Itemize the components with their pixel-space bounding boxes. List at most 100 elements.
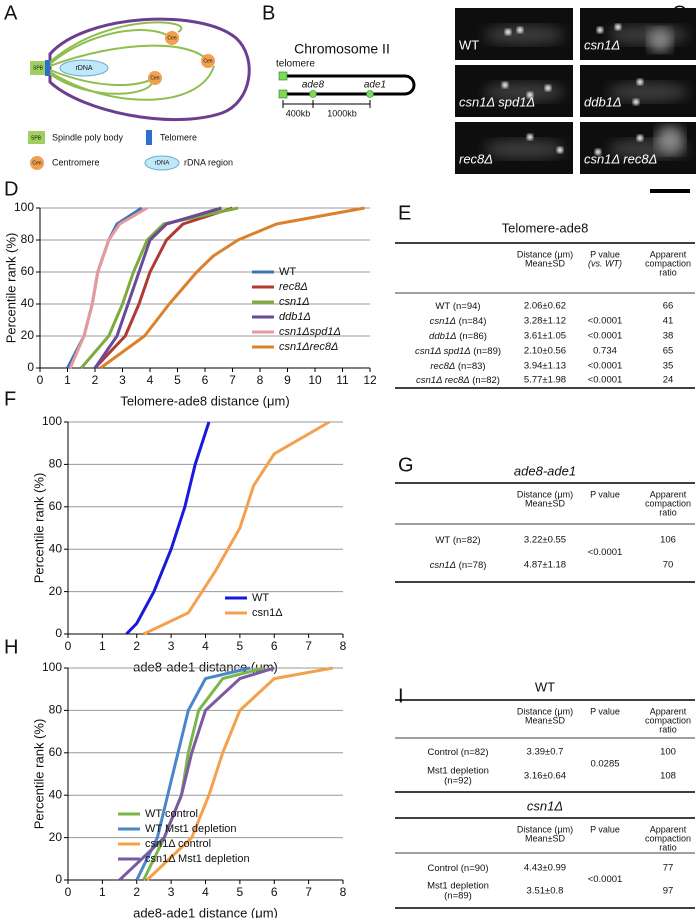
cdf-line: [68, 206, 149, 369]
table-header: P value: [590, 489, 620, 499]
row-label: WT (n=94): [435, 301, 480, 312]
distance-label: 400kb: [286, 108, 311, 118]
table-header: Distance (μm): [517, 489, 573, 499]
y-tick-label: 100: [42, 660, 62, 674]
table-title: csn1Δ: [527, 798, 563, 813]
table-header: ratio: [659, 507, 677, 517]
table-header: Apparent: [650, 249, 687, 259]
spb-label: SPB: [31, 135, 42, 141]
table-header: P value: [590, 824, 620, 834]
centromere: [148, 71, 162, 85]
y-axis-label: Percentile rank (%): [31, 473, 46, 584]
distance: 2.06±0.62: [524, 301, 566, 312]
y-tick-label: 60: [21, 264, 35, 278]
y-tick-label: 40: [49, 541, 63, 555]
y-tick-label: 60: [49, 745, 63, 759]
distance: 3.61±1.05: [524, 331, 566, 342]
signal: [527, 92, 533, 98]
micrograph-label: WT: [459, 37, 479, 52]
signal: [637, 79, 643, 85]
micrograph-label: csn1Δ rec8Δ: [584, 151, 657, 166]
y-tick-label: 100: [42, 414, 62, 428]
spb-label: SPB: [33, 65, 44, 71]
genotype: rec8Δ: [430, 361, 455, 372]
row-label: csn1Δ spd1Δ (n=89): [415, 346, 501, 357]
ratio: 35: [663, 361, 674, 372]
cdf-line: [80, 206, 239, 369]
centromere-label: Cen: [150, 75, 159, 81]
y-tick-label: 80: [49, 457, 63, 471]
centromere-label: Cen: [203, 58, 212, 64]
dimension-lines: [282, 100, 371, 108]
signal: [615, 24, 621, 30]
row-label: rec8Δ (n=83): [430, 361, 485, 372]
y-tick-label: 40: [21, 296, 35, 310]
genotype: csn1Δ: [430, 560, 456, 571]
legend-text: Centromere: [52, 157, 100, 167]
table-header: ratio: [659, 724, 677, 734]
legend-label: csn1Δ control: [145, 838, 211, 850]
sample-size: (n=82): [461, 747, 489, 758]
ratio: 38: [663, 331, 674, 342]
y-tick-label: 80: [49, 703, 63, 717]
table-header: P value: [590, 706, 620, 716]
x-tick-label: 6: [271, 885, 278, 899]
signal: [633, 99, 639, 105]
y-tick-label: 20: [49, 830, 63, 844]
sample-size: (n=89): [473, 346, 501, 357]
sample-size: (n=78): [459, 560, 487, 571]
rdna-label: rDNA: [155, 161, 170, 167]
micrograph-label: csn1Δ spd1Δ: [459, 94, 535, 109]
row-label: (n=89): [444, 891, 472, 902]
table-title: WT: [535, 679, 555, 694]
ratio: 70: [663, 560, 674, 571]
signal: [557, 147, 563, 153]
genotype: csn1Δ: [430, 316, 456, 327]
legend-text: Telomere: [160, 132, 197, 142]
x-tick-label: 5: [237, 885, 244, 899]
y-tick-label: 0: [55, 626, 62, 640]
panel-label: D: [4, 178, 18, 200]
legend-icon: [146, 130, 152, 145]
row-label: Control (n=90): [428, 863, 489, 874]
table-header: compaction: [645, 258, 691, 268]
locus: [309, 90, 317, 98]
signal: [648, 28, 672, 52]
table-header: compaction: [645, 498, 691, 508]
chromosome-diagram: Chromosome II telomere ade8 ade1 400kb 1…: [276, 41, 416, 118]
table-header: Distance (μm): [517, 824, 573, 834]
ratio: 66: [663, 301, 674, 312]
x-tick-label: 7: [305, 885, 312, 899]
telomere: [45, 60, 50, 76]
panel-label: H: [4, 636, 18, 658]
panel-label: G: [398, 454, 414, 476]
row-label: csn1Δ (n=78): [430, 560, 487, 571]
row-label: csn1Δ (n=84): [430, 316, 487, 327]
row-label: WT (n=82): [435, 535, 480, 546]
locus: [366, 90, 374, 98]
x-tick-label: 1: [99, 639, 106, 653]
distance: 4.43±0.99: [524, 863, 566, 874]
signal: [595, 149, 601, 155]
ratio: 97: [663, 886, 674, 897]
ratio: 108: [660, 771, 676, 782]
y-tick-label: 20: [21, 328, 35, 342]
cell-glow: [484, 25, 564, 45]
micrograph-label: csn1Δ: [584, 37, 620, 52]
cell-glow: [608, 82, 688, 102]
table-header: Mean±SD: [525, 258, 565, 268]
distance: 4.87±1.18: [524, 560, 566, 571]
p-value: <0.0001: [588, 316, 623, 327]
x-tick-label: 2: [133, 639, 140, 653]
ratio: 24: [663, 375, 674, 386]
chromosome-arms: [49, 21, 215, 101]
table-header: Mean±SD: [525, 498, 565, 508]
y-tick-label: 0: [27, 360, 34, 374]
table-header: (vs. WT): [588, 258, 622, 268]
row-label: Control (n=82): [428, 747, 489, 758]
telomere-label: telomere: [276, 59, 315, 70]
distance: 2.10±0.56: [524, 346, 566, 357]
cell-glow: [484, 139, 564, 159]
cdf-line: [118, 666, 275, 882]
genotype: Control: [428, 747, 459, 758]
